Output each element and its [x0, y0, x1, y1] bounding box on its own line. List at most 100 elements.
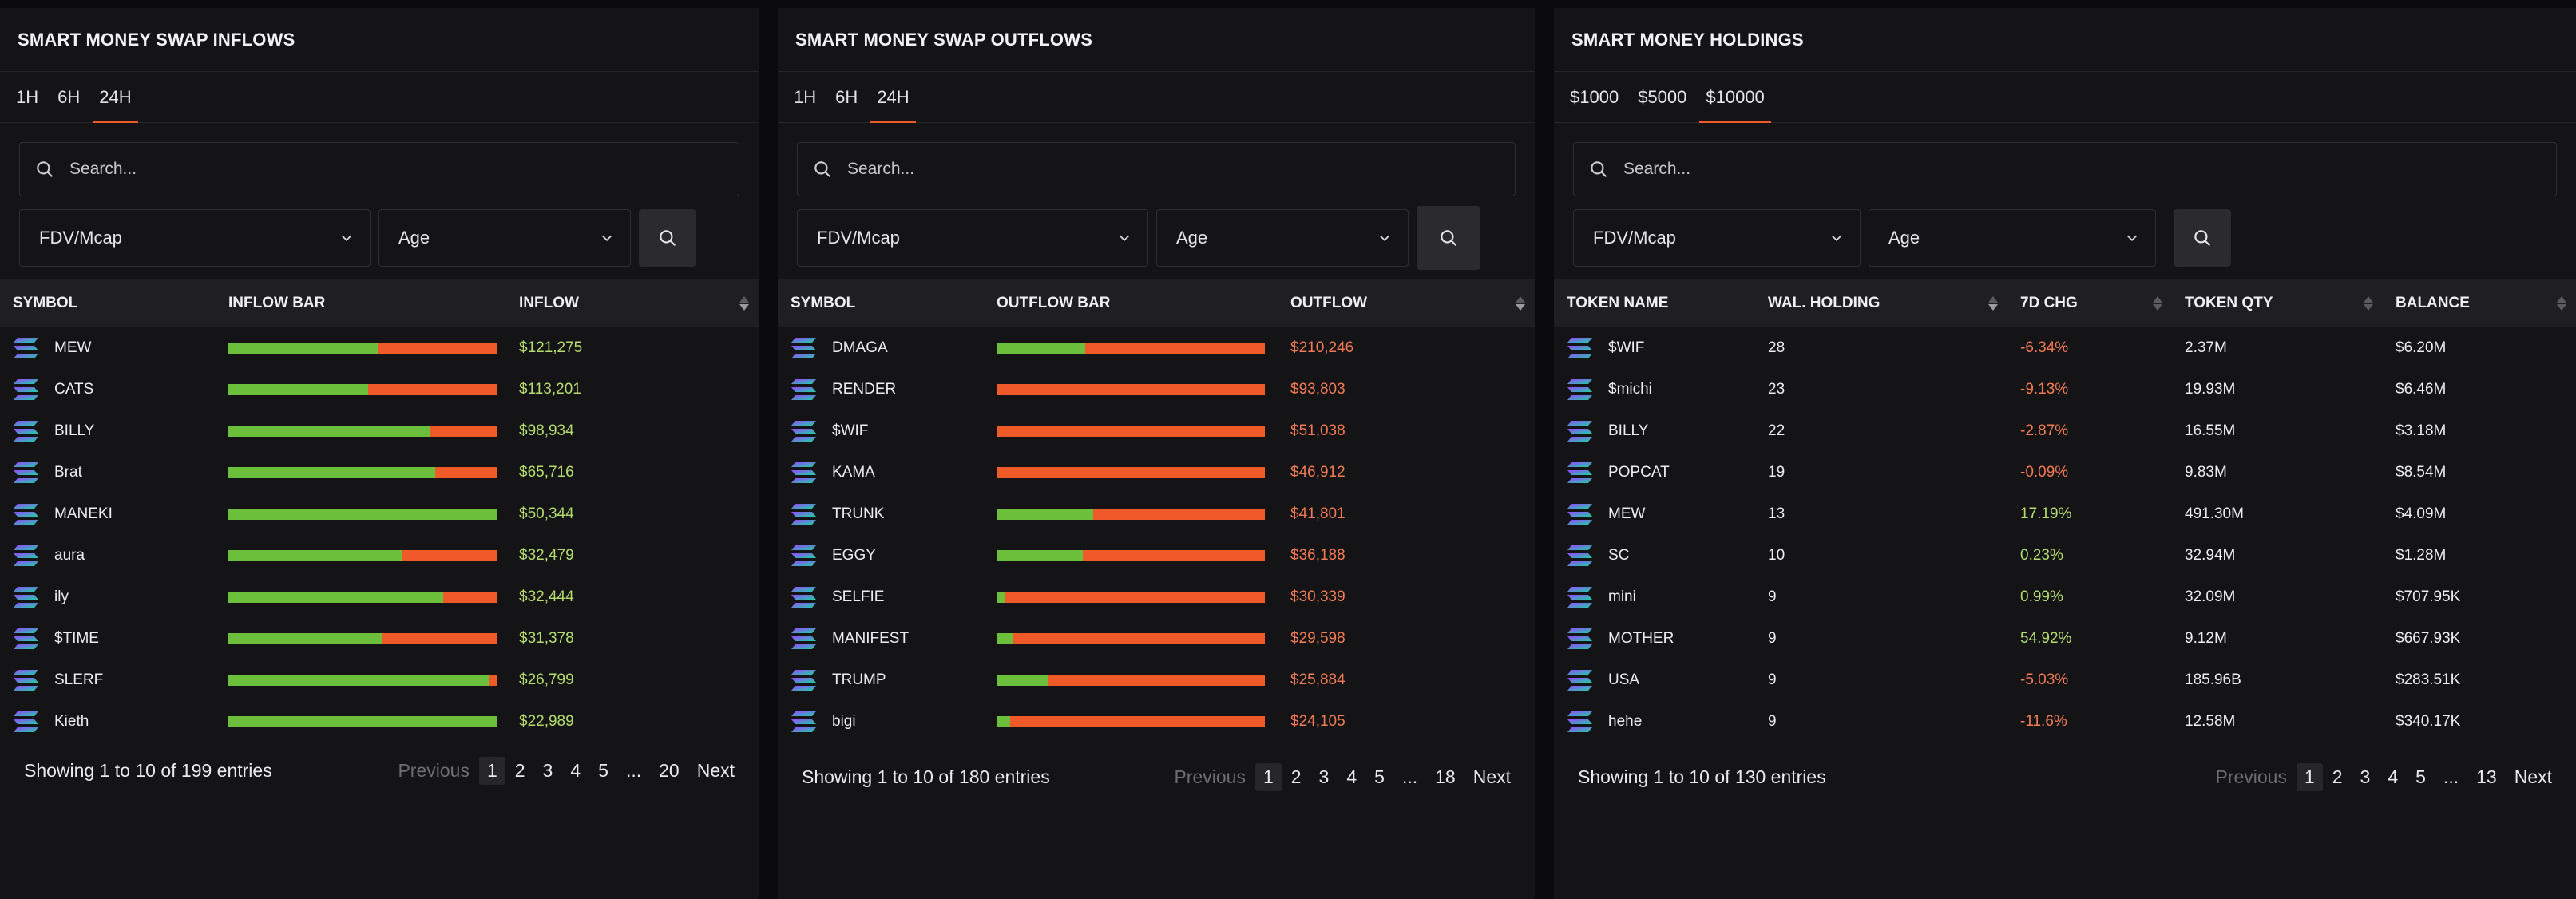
sort-icon[interactable]: [2153, 296, 2162, 311]
fdv-mcap-select[interactable]: FDV/Mcap: [1573, 209, 1861, 267]
col-token-name[interactable]: TOKEN NAME: [1567, 295, 1669, 311]
filter-search-button[interactable]: [1417, 206, 1480, 270]
page-1[interactable]: 1: [478, 757, 505, 785]
table-row[interactable]: CATS $113,201: [0, 369, 759, 410]
page-20[interactable]: 20: [659, 760, 680, 781]
page-4[interactable]: 4: [570, 760, 581, 781]
age-select[interactable]: Age: [1869, 209, 2156, 267]
col-outflow-bar[interactable]: OUTFLOW BAR: [997, 295, 1111, 311]
table-row[interactable]: ily $32,444: [0, 576, 759, 618]
table-row[interactable]: MANEKI $50,344: [0, 493, 759, 535]
sort-icon[interactable]: [1988, 296, 1998, 311]
wallet-holding: 19: [1768, 464, 1785, 481]
fdv-mcap-select[interactable]: FDV/Mcap: [19, 209, 371, 267]
sort-icon[interactable]: [2364, 296, 2373, 311]
filter-search-button[interactable]: [639, 209, 696, 267]
age-select[interactable]: Age: [1156, 209, 1409, 267]
page-2[interactable]: 2: [2332, 766, 2343, 787]
page-3[interactable]: 3: [2360, 766, 2371, 787]
table-row[interactable]: TRUMP $25,884: [778, 659, 1535, 701]
col-inflow[interactable]: INFLOW: [506, 279, 759, 327]
col-symbol[interactable]: SYMBOL: [791, 295, 856, 311]
table-row[interactable]: $TIME $31,378: [0, 618, 759, 659]
table-row[interactable]: $WIF 28 -6.34% 2.37M $6.20M: [1554, 327, 2576, 369]
page-4[interactable]: 4: [2388, 766, 2399, 787]
tab-6h[interactable]: 6H: [835, 86, 858, 107]
table-row[interactable]: BILLY 22 -2.87% 16.55M $3.18M: [1554, 410, 2576, 452]
col-inflow-label: INFLOW: [519, 295, 579, 311]
page-2[interactable]: 2: [1290, 766, 1302, 787]
table-row[interactable]: MEW 13 17.19% 491.30M $4.09M: [1554, 493, 2576, 535]
next-button[interactable]: Next: [2514, 766, 2552, 787]
table-row[interactable]: MOTHER 9 54.92% 9.12M $667.93K: [1554, 618, 2576, 659]
table-row[interactable]: EGGY $36,188: [778, 535, 1535, 576]
col-wal-holding[interactable]: WAL. HOLDING: [1755, 279, 2007, 327]
col-inflow-bar[interactable]: INFLOW BAR: [228, 295, 326, 311]
table-row[interactable]: Kieth $22,989: [0, 701, 759, 743]
table-row[interactable]: $WIF $51,038: [778, 410, 1535, 452]
table-row[interactable]: SELFIE $30,339: [778, 576, 1535, 618]
sort-icon[interactable]: [2557, 296, 2566, 311]
page-4[interactable]: 4: [1346, 766, 1357, 787]
filter-search-button[interactable]: [2174, 209, 2231, 267]
page-2[interactable]: 2: [514, 760, 525, 781]
sort-icon[interactable]: [739, 296, 749, 311]
col-balance[interactable]: BALANCE: [2383, 279, 2576, 327]
previous-button[interactable]: Previous: [1174, 766, 1246, 787]
col-7d-chg[interactable]: 7D CHG: [2007, 279, 2172, 327]
table-row[interactable]: TRUNK $41,801: [778, 493, 1535, 535]
bar-cell: [216, 452, 506, 493]
table-row[interactable]: hehe 9 -11.6% 12.58M $340.17K: [1554, 701, 2576, 743]
token-qty: 16.55M: [2185, 422, 2236, 439]
tab-24h[interactable]: 24H: [867, 72, 918, 123]
page-1[interactable]: 1: [2296, 763, 2323, 791]
search-box[interactable]: [1573, 142, 2557, 196]
fdv-mcap-select[interactable]: FDV/Mcap: [797, 209, 1148, 267]
table-row[interactable]: POPCAT 19 -0.09% 9.83M $8.54M: [1554, 452, 2576, 493]
table-row[interactable]: SLERF $26,799: [0, 659, 759, 701]
table-row[interactable]: KAMA $46,912: [778, 452, 1535, 493]
tab-1000[interactable]: $1000: [1570, 86, 1619, 107]
table-row[interactable]: aura $32,479: [0, 535, 759, 576]
flow-bar-green: [228, 384, 368, 395]
table-row[interactable]: mini 9 0.99% 32.09M $707.95K: [1554, 576, 2576, 618]
page-5[interactable]: 5: [2415, 766, 2426, 787]
table-row[interactable]: bigi $24,105: [778, 701, 1535, 743]
tab-5000[interactable]: $5000: [1638, 86, 1687, 107]
sort-icon[interactable]: [1516, 296, 1525, 311]
previous-button[interactable]: Previous: [398, 760, 470, 781]
search-input[interactable]: [1623, 160, 2556, 179]
table-row[interactable]: SC 10 0.23% 32.94M $1.28M: [1554, 535, 2576, 576]
search-box[interactable]: [797, 142, 1516, 196]
table-row[interactable]: BILLY $98,934: [0, 410, 759, 452]
table-row[interactable]: MEW $121,275: [0, 327, 759, 369]
previous-button[interactable]: Previous: [2215, 766, 2287, 787]
page-1[interactable]: 1: [1254, 763, 1282, 791]
next-button[interactable]: Next: [696, 760, 735, 781]
col-token-qty[interactable]: TOKEN QTY: [2172, 279, 2383, 327]
table-row[interactable]: DMAGA $210,246: [778, 327, 1535, 369]
tab-24h[interactable]: 24H: [89, 72, 141, 123]
search-box[interactable]: [19, 142, 739, 196]
table-row[interactable]: RENDER $93,803: [778, 369, 1535, 410]
table-row[interactable]: USA 9 -5.03% 185.96B $283.51K: [1554, 659, 2576, 701]
col-symbol[interactable]: SYMBOL: [13, 295, 78, 311]
table-row[interactable]: MANIFEST $29,598: [778, 618, 1535, 659]
page-3[interactable]: 3: [1318, 766, 1330, 787]
col-outflow[interactable]: OUTFLOW: [1278, 279, 1535, 327]
page-13[interactable]: 13: [2476, 766, 2497, 787]
tab-1h[interactable]: 1H: [794, 86, 817, 107]
age-select[interactable]: Age: [378, 209, 631, 267]
tab-10000[interactable]: $10000: [1696, 72, 1773, 123]
page-5[interactable]: 5: [598, 760, 608, 781]
table-row[interactable]: Brat $65,716: [0, 452, 759, 493]
page-3[interactable]: 3: [542, 760, 553, 781]
page-18[interactable]: 18: [1435, 766, 1456, 787]
page-5[interactable]: 5: [1374, 766, 1385, 787]
search-input[interactable]: [847, 160, 1515, 179]
tab-6h[interactable]: 6H: [57, 86, 81, 107]
tab-1h[interactable]: 1H: [16, 86, 39, 107]
next-button[interactable]: Next: [1472, 766, 1511, 787]
search-input[interactable]: [69, 160, 739, 179]
table-row[interactable]: $michi 23 -9.13% 19.93M $6.46M: [1554, 369, 2576, 410]
